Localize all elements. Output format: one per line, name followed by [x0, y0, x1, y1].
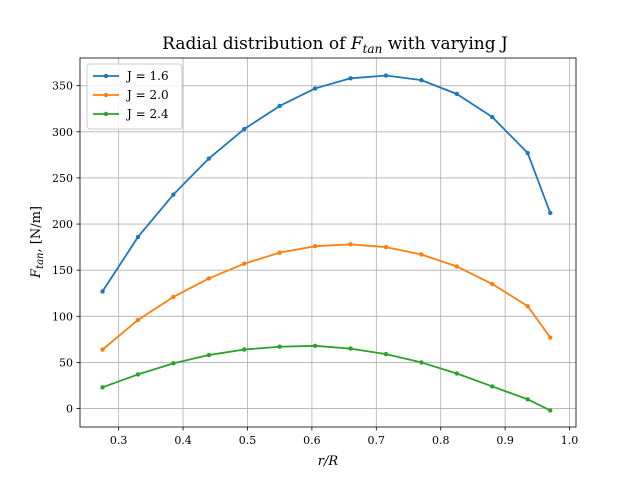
legend-item: J = 2.0 [93, 88, 169, 102]
series-2 [100, 242, 553, 352]
y-tick-label: 100 [52, 310, 73, 323]
legend: J = 1.6 J = 2.0 J = 2.4 [86, 63, 183, 130]
legend-item: J = 2.4 [93, 107, 169, 121]
data-point [100, 347, 105, 352]
plot-frame [79, 57, 577, 428]
data-point [419, 252, 424, 257]
data-point [277, 250, 282, 255]
x-tick-label: 0.3 [110, 434, 128, 447]
legend-item: J = 1.6 [93, 69, 169, 83]
data-point [490, 281, 495, 287]
data-point [383, 351, 389, 357]
series-layer [100, 73, 553, 413]
series-1 [100, 73, 553, 294]
series-line [101, 74, 552, 292]
data-point [277, 344, 282, 349]
data-point [242, 347, 247, 352]
legend-label: J = 2.0 [125, 88, 169, 102]
data-point [135, 372, 141, 377]
series-line [101, 243, 551, 351]
data-point [383, 244, 389, 250]
data-point [454, 264, 460, 269]
data-point [312, 243, 318, 249]
legend-swatch-marker [103, 111, 109, 117]
data-point [242, 261, 247, 266]
data-point [548, 335, 553, 340]
data-point [348, 346, 353, 351]
x-tick-label: 0.9 [496, 434, 514, 447]
grid [80, 58, 576, 427]
ticks: 0.3 0.4 0.5 0.6 0.7 0.8 0.9 1.0 0 50 100 150 200 250 3… [52, 80, 578, 447]
data-point [348, 76, 353, 81]
y-tick-label: 50 [59, 356, 73, 369]
x-tick-label: 0.8 [432, 434, 450, 447]
chart-title: Radial distribution of Ftan with varying… [162, 34, 508, 56]
x-axis-label: r/R [318, 454, 339, 469]
series-3 [100, 343, 553, 413]
data-point [312, 343, 318, 349]
data-point [454, 371, 460, 376]
x-tick-label: 0.6 [303, 434, 321, 447]
data-point [490, 384, 495, 389]
data-point [206, 156, 212, 161]
data-point [525, 303, 530, 309]
data-point [135, 234, 141, 240]
y-tick-label: 350 [52, 80, 73, 93]
data-point [490, 114, 495, 120]
data-point [171, 192, 176, 197]
data-point [348, 242, 353, 247]
data-point [419, 360, 424, 365]
x-tick-label: 0.7 [368, 434, 386, 447]
data-point [135, 317, 141, 323]
data-point [548, 408, 553, 413]
y-tick-label: 300 [52, 126, 73, 139]
x-tick-label: 1.0 [561, 434, 579, 447]
legend-label: J = 2.4 [125, 107, 169, 121]
data-point [383, 73, 389, 78]
y-tick-label: 150 [52, 264, 73, 277]
y-tick-label: 250 [52, 172, 73, 185]
legend-box [86, 63, 183, 130]
data-point [525, 397, 530, 402]
x-tick-label: 0.4 [174, 434, 192, 447]
data-point [206, 276, 212, 281]
legend-label: J = 1.6 [125, 69, 169, 83]
data-point [419, 77, 424, 83]
data-point [242, 126, 247, 132]
y-axis-label: Ftan, [N/m] [29, 206, 46, 279]
series-line [102, 344, 551, 412]
data-point [171, 294, 176, 300]
data-point [100, 289, 105, 294]
data-point [277, 103, 282, 109]
x-tick-label: 0.5 [239, 434, 257, 447]
legend-swatch-marker [103, 73, 109, 79]
data-point [171, 361, 176, 366]
data-point [206, 352, 212, 358]
data-point [100, 385, 105, 390]
data-point [454, 91, 460, 97]
data-point [548, 210, 553, 216]
legend-swatch-marker [103, 92, 109, 98]
data-point [312, 86, 318, 91]
y-tick-label: 0 [66, 403, 73, 416]
y-tick-label: 200 [52, 218, 73, 231]
data-point [525, 150, 530, 156]
